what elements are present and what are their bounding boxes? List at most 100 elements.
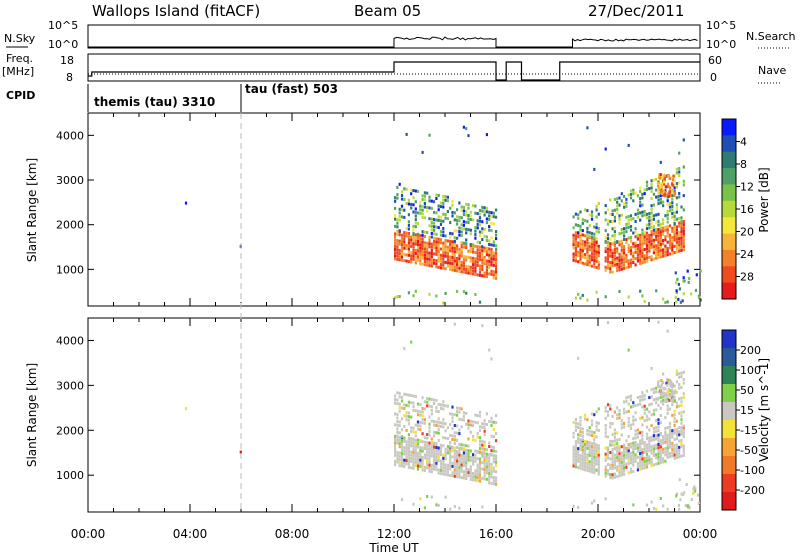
echo-cell — [469, 228, 472, 232]
echo-cell — [671, 229, 674, 233]
echo-cell — [629, 398, 633, 402]
echo-cell — [416, 189, 420, 193]
echo-cell — [662, 254, 665, 258]
echo-cell — [423, 250, 426, 254]
echo-cell — [394, 441, 397, 445]
echo-cell — [449, 268, 452, 271]
echo-cell — [590, 457, 594, 461]
echo-cell — [671, 403, 674, 407]
echo-cell — [451, 455, 454, 459]
echo-cell — [446, 448, 449, 452]
echo-cell — [407, 422, 410, 426]
echo-cell — [620, 426, 623, 430]
echo-cell — [400, 240, 404, 243]
echo-cell — [675, 171, 678, 175]
echo-cell — [433, 451, 436, 455]
echo-cell — [655, 234, 658, 238]
echo-cell — [460, 254, 463, 258]
echo-cell — [469, 268, 472, 272]
echo-cell — [668, 433, 672, 437]
echo-cell — [632, 188, 635, 192]
echo-cell — [476, 222, 479, 226]
echo-cell — [453, 229, 456, 233]
echo-cell — [641, 203, 644, 207]
echo-cell — [655, 289, 658, 293]
echo-cell — [675, 492, 679, 496]
echo-cell — [577, 235, 580, 239]
echo-cell — [597, 248, 600, 251]
echo-cell — [616, 453, 619, 456]
echo-cell — [449, 255, 452, 259]
echo-cell — [400, 439, 404, 443]
echo-cell — [465, 220, 468, 224]
echo-cell — [588, 260, 591, 264]
echo-cell — [460, 425, 463, 429]
echo-cell — [664, 387, 667, 391]
echo-cell — [481, 252, 484, 256]
echo-cell — [495, 470, 498, 474]
echo-cell — [394, 453, 397, 457]
echo-cell — [467, 423, 470, 427]
echo-cell — [606, 446, 610, 450]
echo-cell — [623, 407, 626, 411]
echo-cell — [657, 320, 660, 324]
echo-cell — [682, 450, 685, 454]
echo-cell — [396, 398, 399, 402]
echo-cell — [650, 367, 653, 370]
echo-cell — [604, 459, 607, 462]
echo-cell — [606, 219, 610, 223]
echo-cell — [574, 243, 577, 247]
echo-cell — [488, 468, 491, 472]
echo-cell — [579, 251, 582, 255]
echo-cell — [495, 208, 498, 212]
echo-cell — [574, 418, 577, 422]
echo-cell — [428, 195, 431, 199]
nsky-tick-top: 10^5 — [48, 19, 78, 32]
echo-cell — [421, 244, 424, 247]
echo-cell — [472, 462, 475, 466]
echo-cell — [682, 424, 685, 428]
echo-cell — [613, 226, 616, 230]
echo-cell — [664, 399, 667, 403]
echo-cell — [465, 246, 468, 250]
echo-cell — [618, 468, 621, 471]
echo-cell — [416, 458, 420, 462]
nsearch-label: N.Search — [746, 30, 796, 43]
echo-cell — [476, 457, 479, 461]
echo-cell — [430, 245, 433, 249]
echo-cell — [467, 437, 470, 441]
echo-cell — [439, 230, 443, 234]
echo-cell — [469, 265, 472, 269]
echo-cell — [650, 189, 653, 193]
echo-cell — [657, 380, 660, 384]
echo-cell — [410, 401, 413, 405]
echo-cell — [453, 243, 456, 247]
echo-cell — [657, 185, 660, 189]
echo-cell — [620, 454, 623, 458]
echo-cell — [588, 429, 591, 433]
echo-cell — [478, 457, 482, 461]
echo-cell — [690, 498, 693, 501]
echo-cell — [439, 219, 443, 223]
echo-cell — [584, 253, 587, 256]
echo-cell — [453, 462, 456, 466]
echo-cell — [581, 293, 584, 297]
echo-cell — [662, 189, 665, 193]
echo-cell — [682, 381, 685, 385]
echo-cell — [678, 167, 681, 170]
echo-cell — [410, 251, 413, 255]
echo-cell — [451, 256, 454, 259]
echo-cell — [636, 237, 639, 241]
echo-cell — [467, 268, 470, 272]
echo-cell — [613, 439, 616, 443]
echo-cell — [682, 444, 685, 448]
echo-cell — [442, 263, 445, 267]
echo-cell — [663, 182, 666, 186]
echo-cell — [620, 245, 623, 249]
echo-cell — [458, 450, 461, 454]
echo-cell — [451, 461, 454, 465]
echo-cell — [451, 262, 454, 266]
echo-cell — [581, 242, 584, 246]
echo-cell — [398, 409, 401, 413]
echo-cell — [648, 215, 651, 219]
